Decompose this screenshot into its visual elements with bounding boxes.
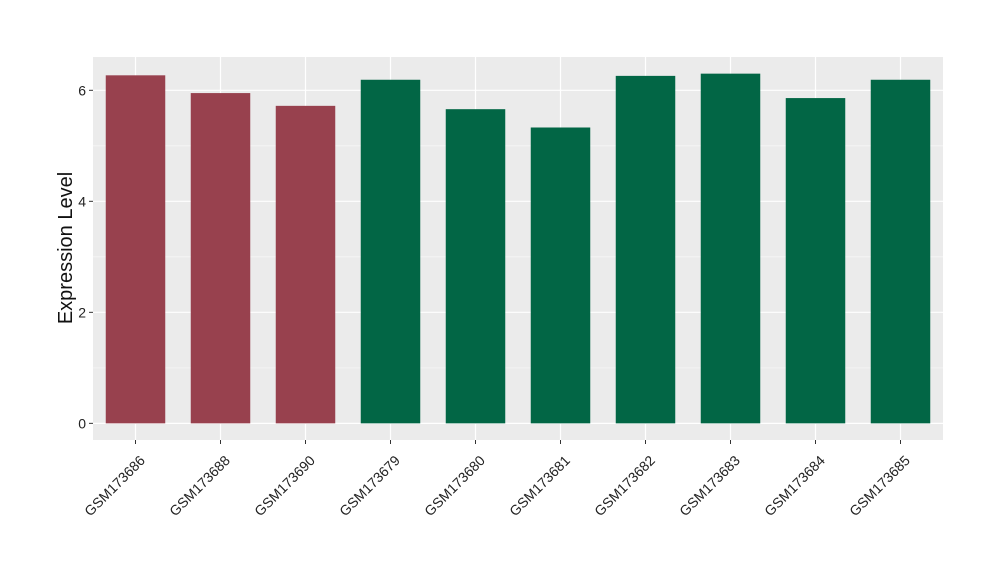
bar-GSM173688: [190, 93, 251, 424]
x-tick-label: GSM173683: [676, 452, 743, 519]
x-tick-label: GSM173686: [81, 452, 148, 519]
bars: [105, 73, 931, 424]
y-tick-label: 6: [78, 82, 86, 98]
y-axis-title: Expression Level: [55, 172, 77, 324]
y-tick-label: 0: [78, 415, 86, 431]
x-tick-label: GSM173684: [761, 452, 828, 519]
x-tick-label: GSM173681: [506, 452, 573, 519]
bar-GSM173690: [275, 105, 336, 424]
bar-GSM173680: [445, 109, 506, 424]
y-tick-label: 4: [78, 193, 86, 209]
x-tick-label: GSM173688: [166, 452, 233, 519]
bar-GSM173686: [105, 75, 166, 424]
x-tick-label: GSM173680: [421, 452, 488, 519]
x-tick-label: GSM173682: [591, 452, 658, 519]
bar-GSM173682: [615, 75, 676, 424]
x-tick-label: GSM173690: [251, 452, 318, 519]
bar-GSM173685: [870, 79, 931, 424]
bar-GSM173684: [785, 98, 846, 424]
x-tick-label: GSM173679: [336, 452, 403, 519]
y-tick-label: 2: [78, 304, 86, 320]
bar-GSM173679: [360, 79, 421, 424]
y-axis: 0 2 4 6: [78, 82, 93, 431]
bar-GSM173683: [700, 73, 761, 424]
bar-GSM173681: [530, 127, 591, 424]
x-axis: GSM173686 GSM173688 GSM173690 GSM173679 GSM1…: [81, 440, 913, 519]
x-tick-label: GSM173685: [846, 452, 913, 519]
